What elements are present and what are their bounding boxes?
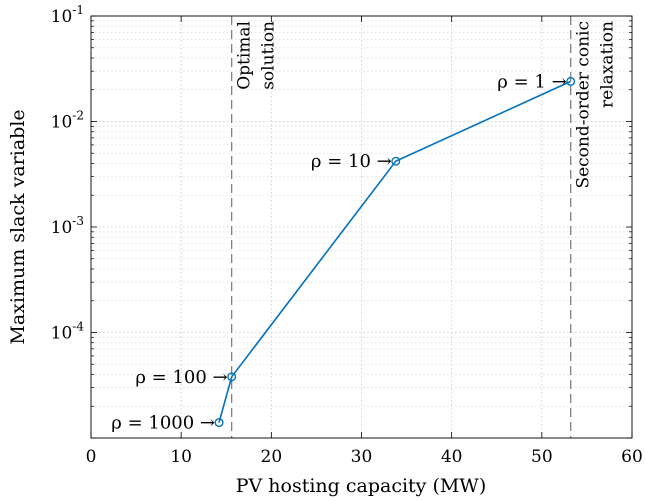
y-tick-labels: 10-410-310-210-1 [51, 3, 85, 344]
y-tick-exponent: -2 [72, 109, 84, 123]
x-tick-label: 60 [621, 447, 643, 467]
y-axis-title: Maximum slack variable [7, 109, 29, 344]
reference-line-label: Optimal [235, 21, 255, 90]
y-tick-label: 10-1 [51, 3, 84, 27]
x-tick-label: 20 [261, 447, 283, 467]
x-tick-label: 0 [86, 447, 97, 467]
y-tick-base: 10 [51, 218, 73, 238]
x-axis-title: PV hosting capacity (MW) [236, 475, 487, 497]
y-tick-base: 10 [51, 7, 73, 27]
point-label: ρ = 100 → [135, 367, 227, 388]
x-tick-label: 40 [441, 447, 463, 467]
x-tick-labels: 0 10 20 30 40 50 60 [86, 447, 643, 467]
y-tick-label: 10-3 [51, 214, 84, 238]
y-tick-exponent: -3 [72, 214, 84, 228]
data-point [227, 372, 237, 382]
plot-area: Optimal solution Second-order conic relaxat… [90, 15, 633, 439]
y-tick-label: 10-4 [51, 320, 85, 344]
plot-background [91, 16, 632, 438]
series-layer [214, 76, 576, 428]
point-label: ρ = 1 → [497, 71, 566, 92]
data-point [566, 76, 576, 86]
y-tick-base: 10 [51, 324, 73, 344]
x-tick-label: 50 [531, 447, 553, 467]
point-label: ρ = 10 → [311, 151, 392, 172]
data-point [391, 156, 401, 166]
x-tick-label: 30 [351, 447, 373, 467]
data-point [214, 418, 224, 428]
series-line [218, 80, 572, 423]
y-tick-exponent: -4 [72, 320, 84, 334]
reference-line-label: solution [259, 21, 279, 90]
x-tick-label: 10 [170, 447, 192, 467]
annotations: ρ = 1000 → ρ = 100 → ρ = 10 → ρ = 1 → [111, 71, 566, 433]
reference-line-label: Second-order conic [574, 21, 594, 189]
y-tick-label: 10-2 [51, 109, 84, 133]
point-label: ρ = 1000 → [111, 413, 215, 434]
reference-line-label: relaxation [598, 21, 618, 108]
tick-marks [90, 15, 633, 439]
reference-lines: Optimal solution Second-order conic relaxat… [231, 16, 618, 438]
y-tick-base: 10 [51, 113, 73, 133]
y-tick-exponent: -1 [72, 3, 84, 17]
